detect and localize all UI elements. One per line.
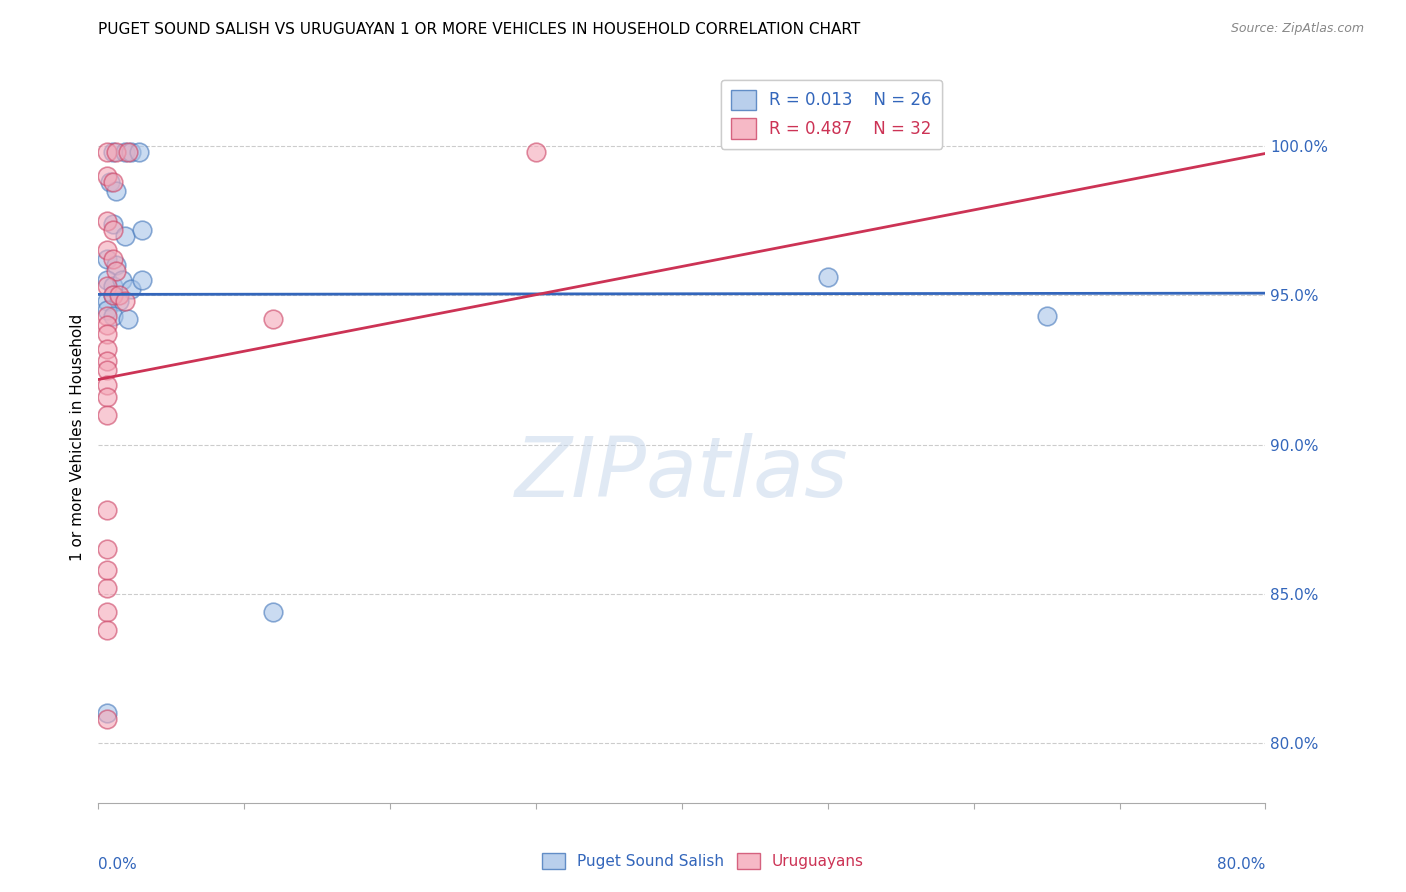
Point [96,542,118,557]
Point [104,184,127,198]
Point [117,312,139,326]
Point [96,390,118,404]
Point [96,273,118,287]
Point [96,408,118,422]
Legend: R = 0.013    N = 26, R = 0.487    N = 32: R = 0.013 N = 26, R = 0.487 N = 32 [721,79,942,149]
Point [101,222,124,236]
Point [96,169,118,183]
Point [101,145,124,159]
Point [96,712,118,726]
Point [96,623,118,637]
Point [96,318,118,332]
Point [96,377,118,392]
Point [101,309,124,323]
Point [96,252,118,267]
Point [101,217,124,231]
Text: Source: ZipAtlas.com: Source: ZipAtlas.com [1230,22,1364,36]
Point [98,175,121,189]
Point [96,327,118,342]
Point [108,288,131,302]
Point [101,279,124,293]
Point [101,288,124,302]
Point [108,294,131,309]
Point [1035,309,1057,323]
Point [131,273,153,287]
Point [96,279,118,293]
Point [96,581,118,595]
Point [96,244,118,258]
Text: PUGET SOUND SALISH VS URUGUAYAN 1 OR MORE VEHICLES IN HOUSEHOLD CORRELATION CHAR: PUGET SOUND SALISH VS URUGUAYAN 1 OR MOR… [98,22,860,37]
Point [120,282,142,296]
Point [101,288,124,302]
Point [120,145,142,159]
Point [96,213,118,227]
Y-axis label: 1 or more Vehicles in Household: 1 or more Vehicles in Household [70,313,86,561]
Point [96,354,118,368]
Point [128,145,150,159]
Point [96,145,118,159]
Point [96,605,118,619]
Point [114,294,136,309]
Point [96,303,118,318]
Point [104,264,127,278]
Point [96,563,118,577]
Point [262,605,284,619]
Point [104,259,127,273]
Point [96,706,118,721]
Point [96,363,118,377]
Point [96,503,118,517]
Point [114,228,136,243]
Point [96,294,118,309]
Point [131,222,153,236]
Point [96,342,118,356]
Text: 80.0%: 80.0% [1218,856,1265,871]
Legend: Puget Sound Salish, Uruguayans: Puget Sound Salish, Uruguayans [536,847,870,875]
Point [96,309,118,323]
Text: ZIPatlas: ZIPatlas [515,434,849,514]
Point [524,145,547,159]
Point [817,270,839,285]
Point [101,252,124,267]
Text: 0.0%: 0.0% [98,856,138,871]
Point [114,145,136,159]
Point [262,312,284,326]
Point [111,273,134,287]
Point [117,145,139,159]
Point [104,145,127,159]
Point [101,175,124,189]
